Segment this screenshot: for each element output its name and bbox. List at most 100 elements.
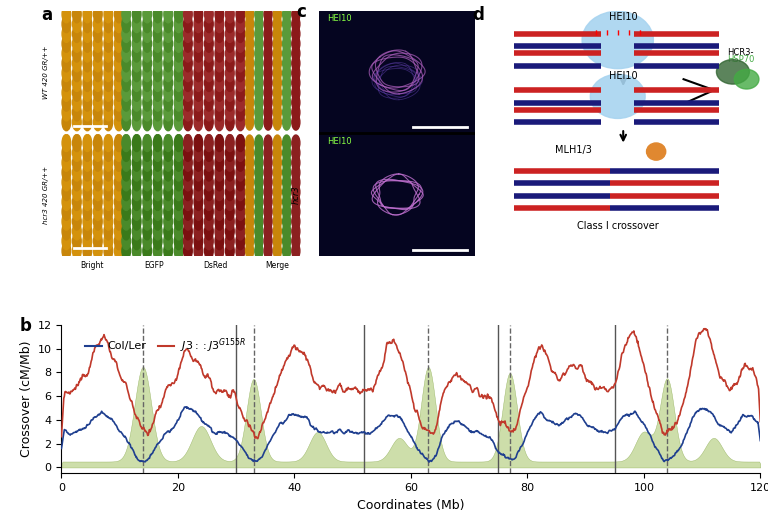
- Circle shape: [246, 233, 253, 249]
- Circle shape: [273, 75, 281, 91]
- Circle shape: [132, 144, 141, 161]
- Circle shape: [94, 144, 102, 161]
- Circle shape: [72, 25, 81, 43]
- Circle shape: [204, 6, 214, 23]
- Circle shape: [215, 213, 223, 230]
- Circle shape: [164, 74, 173, 92]
- Text: HEI10: HEI10: [609, 71, 637, 81]
- Circle shape: [283, 55, 290, 71]
- Circle shape: [122, 74, 131, 92]
- Circle shape: [184, 114, 192, 130]
- Circle shape: [215, 45, 223, 62]
- Circle shape: [184, 213, 192, 230]
- Circle shape: [62, 25, 71, 43]
- Circle shape: [215, 232, 223, 250]
- Circle shape: [246, 194, 253, 210]
- Circle shape: [104, 84, 113, 102]
- Circle shape: [194, 213, 203, 230]
- Circle shape: [255, 95, 263, 110]
- Circle shape: [72, 104, 81, 121]
- Circle shape: [174, 35, 183, 52]
- Circle shape: [154, 242, 162, 259]
- Circle shape: [83, 154, 91, 171]
- Circle shape: [94, 242, 102, 259]
- Circle shape: [255, 36, 263, 52]
- Circle shape: [154, 84, 162, 102]
- Circle shape: [164, 134, 173, 151]
- Circle shape: [83, 74, 91, 92]
- Circle shape: [226, 74, 234, 92]
- Text: Class I crossover: Class I crossover: [577, 221, 659, 231]
- Bar: [319, 133, 475, 256]
- Circle shape: [122, 134, 131, 151]
- Circle shape: [215, 15, 223, 33]
- Circle shape: [246, 6, 253, 22]
- Circle shape: [94, 104, 102, 121]
- Circle shape: [164, 203, 173, 220]
- Circle shape: [94, 193, 102, 210]
- Circle shape: [226, 193, 234, 210]
- Circle shape: [194, 222, 203, 240]
- Circle shape: [283, 224, 290, 239]
- Circle shape: [72, 232, 81, 250]
- Circle shape: [194, 193, 203, 210]
- Circle shape: [236, 94, 245, 111]
- Circle shape: [236, 174, 245, 191]
- Ellipse shape: [717, 59, 750, 84]
- Circle shape: [226, 114, 234, 130]
- Circle shape: [143, 104, 151, 121]
- Circle shape: [246, 135, 253, 151]
- Circle shape: [132, 55, 141, 72]
- Circle shape: [83, 35, 91, 52]
- Circle shape: [184, 134, 192, 151]
- Circle shape: [62, 174, 71, 191]
- Circle shape: [264, 145, 272, 161]
- Circle shape: [62, 154, 71, 171]
- Circle shape: [255, 55, 263, 71]
- Circle shape: [143, 174, 151, 191]
- Circle shape: [215, 35, 223, 52]
- Circle shape: [72, 154, 81, 171]
- Circle shape: [94, 213, 102, 230]
- Circle shape: [94, 84, 102, 102]
- Text: Bright: Bright: [81, 261, 104, 270]
- Circle shape: [184, 65, 192, 82]
- Circle shape: [154, 164, 162, 181]
- Circle shape: [122, 174, 131, 191]
- Circle shape: [164, 193, 173, 210]
- Circle shape: [246, 174, 253, 190]
- Circle shape: [174, 174, 183, 191]
- Circle shape: [255, 104, 263, 120]
- Text: hcr3: hcr3: [292, 185, 301, 204]
- Circle shape: [283, 85, 290, 100]
- Circle shape: [215, 84, 223, 102]
- Circle shape: [164, 232, 173, 250]
- Circle shape: [132, 84, 141, 102]
- Circle shape: [132, 222, 141, 240]
- Circle shape: [104, 74, 113, 92]
- Circle shape: [122, 84, 131, 102]
- Circle shape: [264, 165, 272, 180]
- Circle shape: [264, 243, 272, 259]
- Circle shape: [246, 243, 253, 259]
- Circle shape: [255, 214, 263, 229]
- Circle shape: [292, 155, 300, 170]
- Circle shape: [246, 45, 253, 62]
- Circle shape: [114, 6, 123, 23]
- Circle shape: [215, 104, 223, 121]
- Circle shape: [283, 104, 290, 120]
- Circle shape: [174, 134, 183, 151]
- Circle shape: [114, 174, 123, 191]
- Circle shape: [132, 193, 141, 210]
- Circle shape: [122, 154, 131, 171]
- Circle shape: [236, 134, 245, 151]
- Circle shape: [104, 213, 113, 230]
- Circle shape: [215, 203, 223, 220]
- Circle shape: [122, 203, 131, 220]
- Circle shape: [246, 224, 253, 239]
- Circle shape: [255, 85, 263, 100]
- Circle shape: [154, 114, 162, 130]
- Circle shape: [154, 15, 162, 33]
- Circle shape: [184, 45, 192, 62]
- Circle shape: [72, 114, 81, 130]
